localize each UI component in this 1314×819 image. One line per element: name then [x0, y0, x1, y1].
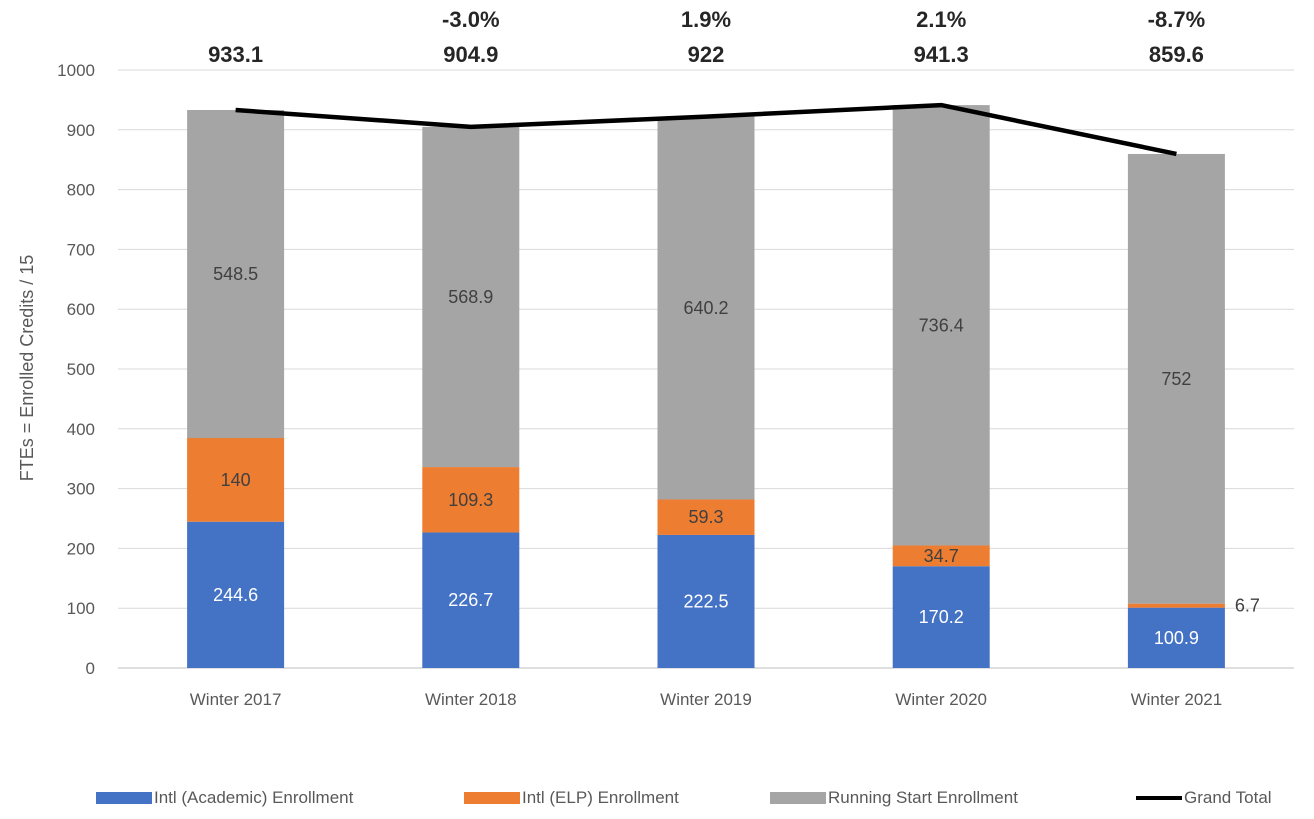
y-axis-label: FTEs = Enrolled Credits / 15: [17, 255, 37, 482]
legend-label-grand-total: Grand Total: [1184, 788, 1272, 807]
total-label: 859.6: [1149, 42, 1204, 67]
x-category-label: Winter 2018: [425, 690, 517, 709]
change-label: 1.9%: [681, 7, 731, 32]
total-label: 941.3: [914, 42, 969, 67]
bar-segment: [657, 534, 755, 668]
legend-item-academic: Intl (Academic) Enrollment: [96, 788, 353, 808]
y-tick-label: 900: [67, 121, 95, 140]
x-category-label: Winter 2020: [895, 690, 987, 709]
legend-swatch-academic: [96, 792, 152, 804]
change-label: -8.7%: [1148, 7, 1205, 32]
bar-segment: [187, 438, 285, 522]
data-label: 752: [1161, 369, 1191, 389]
legend-swatch-running-start: [770, 792, 826, 804]
total-labels: 933.1 904.9 -3.0% 922 1.9% 941.3 2.1% 859.6 -8.7…: [208, 7, 1205, 67]
data-label: 170.2: [919, 607, 964, 627]
y-tick-label: 0: [86, 659, 95, 678]
legend-label-running-start: Running Start Enrollment: [828, 788, 1018, 807]
bar-segment: [657, 499, 755, 535]
bar-segment: [422, 126, 520, 468]
legend-item-grand-total: Grand Total: [1136, 788, 1272, 808]
bar-segment: [1127, 607, 1225, 668]
data-label: 140: [221, 470, 251, 490]
data-label: 6.7: [1235, 596, 1260, 616]
legend-label-elp: Intl (ELP) Enrollment: [522, 788, 679, 807]
data-label: 34.7: [924, 546, 959, 566]
legend-swatch-grand-total: [1136, 796, 1182, 800]
y-tick-label: 200: [67, 539, 95, 558]
data-label: 100.9: [1154, 628, 1199, 648]
x-category-label: Winter 2021: [1131, 690, 1223, 709]
segment-labels: 244.6 140 548.5 226.7 109.3 568.9 222.5 59.3 640…: [213, 264, 1260, 648]
legend-item-elp: Intl (ELP) Enrollment: [464, 788, 679, 808]
legend-item-running-start: Running Start Enrollment: [770, 788, 1018, 808]
bar-segment: [187, 521, 285, 668]
grand-total-line: [235, 102, 1177, 157]
legend: Intl (Academic) Enrollment Intl (ELP) En…: [0, 788, 1314, 816]
grand-total-polyline: [235, 102, 1177, 157]
x-axis-categories: Winter 2017 Winter 2018 Winter 2019 Winter …: [190, 690, 1222, 709]
bar-segment: [892, 566, 990, 668]
change-label: 2.1%: [916, 7, 966, 32]
data-label: 59.3: [688, 507, 723, 527]
bar-segment: [422, 532, 520, 668]
total-label: 933.1: [208, 42, 263, 67]
bar-segment: [187, 110, 285, 439]
y-tick-label: 100: [67, 599, 95, 618]
bar-segment: [657, 116, 755, 500]
bar-segment: [1127, 153, 1225, 604]
data-label: 736.4: [919, 315, 964, 335]
data-label: 226.7: [448, 590, 493, 610]
x-category-label: Winter 2019: [660, 690, 752, 709]
y-tick-label: 1000: [57, 61, 95, 80]
bar-segment: [892, 545, 990, 567]
legend-swatch-elp: [464, 792, 520, 804]
y-tick-label: 600: [67, 300, 95, 319]
bar-segment: [1127, 603, 1225, 608]
bar-segment: [892, 105, 990, 546]
total-label: 904.9: [443, 42, 498, 67]
data-label: 244.6: [213, 585, 258, 605]
legend-label-academic: Intl (Academic) Enrollment: [154, 788, 354, 807]
y-axis-ticks: 0 100 200 300 400 500 600 700 800 900 1000: [57, 61, 95, 678]
data-label: 109.3: [448, 490, 493, 510]
y-tick-label: 300: [67, 480, 95, 499]
data-label: 222.5: [683, 591, 728, 611]
data-label: 568.9: [448, 287, 493, 307]
y-tick-label: 500: [67, 360, 95, 379]
change-label: -3.0%: [442, 7, 499, 32]
data-label: 640.2: [683, 298, 728, 318]
bars: [187, 105, 1225, 668]
bar-segment: [422, 467, 520, 533]
y-tick-label: 800: [67, 181, 95, 200]
total-label: 922: [688, 42, 725, 67]
data-label: 548.5: [213, 264, 258, 284]
y-tick-label: 400: [67, 420, 95, 439]
x-category-label: Winter 2017: [190, 690, 282, 709]
y-tick-label: 700: [67, 240, 95, 259]
